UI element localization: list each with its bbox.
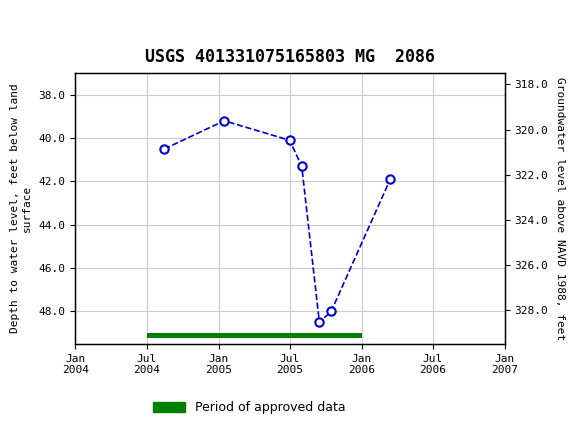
Y-axis label: Groundwater level above NAVD 1988, feet: Groundwater level above NAVD 1988, feet <box>555 77 565 340</box>
Text: ≋USGS: ≋USGS <box>6 16 72 36</box>
Bar <box>147 333 362 338</box>
Title: USGS 401331075165803 MG  2086: USGS 401331075165803 MG 2086 <box>145 48 435 66</box>
Y-axis label: Depth to water level, feet below land
surface: Depth to water level, feet below land su… <box>10 84 32 333</box>
Legend: Period of approved data: Period of approved data <box>148 396 350 419</box>
